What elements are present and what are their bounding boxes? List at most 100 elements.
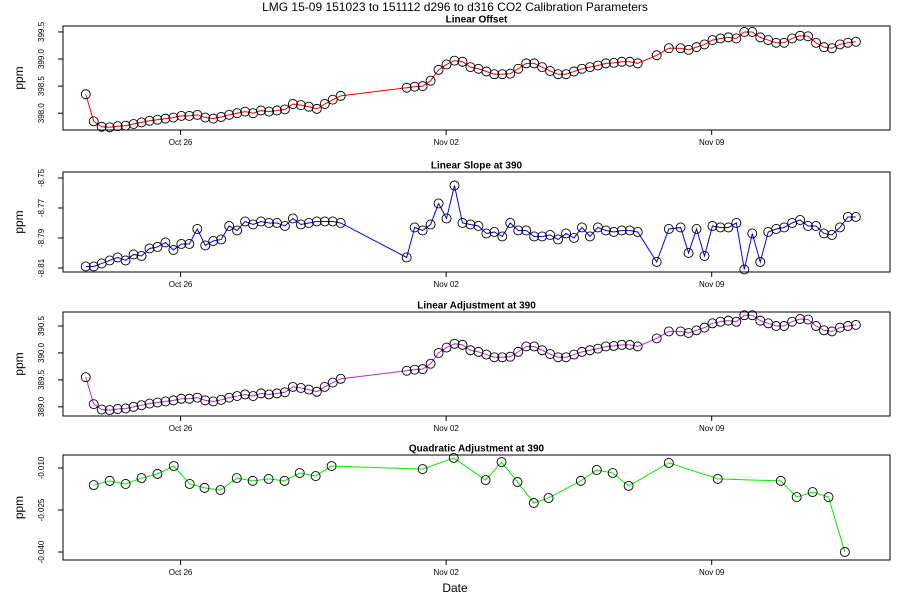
y-tick-label: -0.025 (37, 498, 46, 521)
point (160, 237, 171, 248)
point (465, 219, 476, 230)
point (707, 318, 718, 329)
panel-title: Linear Offset (446, 15, 508, 26)
point (295, 219, 306, 230)
y-tick-label: 389.5 (37, 369, 46, 390)
point (480, 475, 491, 485)
point (663, 458, 674, 468)
point (184, 239, 195, 249)
x-tick-label: Nov 09 (699, 138, 725, 147)
point (842, 212, 853, 222)
point (513, 225, 524, 236)
point (591, 465, 602, 475)
point (811, 221, 821, 231)
point (80, 89, 91, 100)
point (553, 352, 564, 363)
point (232, 225, 243, 236)
point (592, 60, 603, 71)
point (731, 316, 742, 327)
point (528, 498, 539, 508)
point (96, 121, 107, 132)
point (152, 397, 163, 408)
point (529, 341, 540, 352)
point (200, 240, 211, 251)
point (584, 231, 595, 242)
point (216, 112, 227, 122)
point (168, 395, 179, 406)
point (417, 225, 428, 236)
point (310, 471, 321, 482)
point (272, 388, 282, 399)
point (747, 228, 758, 239)
point (608, 340, 619, 351)
point (616, 56, 627, 67)
point (152, 468, 163, 479)
point (608, 57, 619, 68)
point (272, 105, 282, 116)
point (184, 479, 195, 489)
point (433, 64, 444, 75)
point (850, 319, 861, 330)
point (747, 310, 758, 321)
point (675, 222, 686, 233)
point (497, 231, 508, 242)
point (263, 473, 274, 484)
point (839, 547, 850, 557)
point (335, 90, 346, 101)
point (779, 321, 790, 331)
point (827, 43, 837, 54)
point (842, 37, 853, 48)
point (691, 224, 702, 234)
point (279, 475, 290, 486)
point (584, 62, 595, 73)
point (441, 342, 452, 353)
point (513, 346, 524, 357)
point (803, 221, 814, 231)
x-tick-label: Oct 26 (169, 568, 193, 577)
point (707, 221, 718, 231)
plot-frame (62, 171, 891, 273)
plot-frame (62, 454, 891, 561)
point (232, 391, 243, 402)
point (449, 338, 460, 349)
point (448, 452, 459, 463)
point (168, 461, 179, 471)
point (537, 62, 548, 73)
point (707, 35, 718, 46)
x-tick-label: Nov 02 (433, 280, 459, 289)
point (176, 239, 187, 249)
point (779, 37, 790, 48)
point (303, 384, 314, 395)
point (795, 314, 806, 324)
y-tick-label: -8.75 (37, 168, 46, 187)
point (521, 58, 532, 69)
point (803, 31, 814, 42)
y-tick-label: -8.79 (37, 228, 46, 247)
point (176, 110, 187, 121)
point (311, 386, 322, 397)
point (287, 99, 298, 109)
x-tick-label: Oct 26 (169, 138, 193, 147)
point (675, 326, 686, 337)
point (144, 398, 155, 409)
y-tick-label: -0.010 (37, 456, 46, 479)
point (136, 117, 147, 128)
point (465, 345, 476, 356)
point (144, 243, 155, 254)
point (663, 224, 674, 234)
point (256, 388, 266, 399)
point (755, 257, 766, 267)
point (327, 377, 338, 388)
point (104, 405, 115, 416)
point (513, 63, 524, 74)
point (200, 112, 211, 123)
point (850, 212, 861, 222)
point (104, 122, 115, 133)
point (425, 358, 436, 369)
point (731, 218, 742, 228)
point (441, 59, 452, 70)
point (208, 236, 219, 246)
point (112, 121, 123, 132)
y-tick-label: 398.0 (37, 103, 46, 124)
point (819, 325, 829, 336)
